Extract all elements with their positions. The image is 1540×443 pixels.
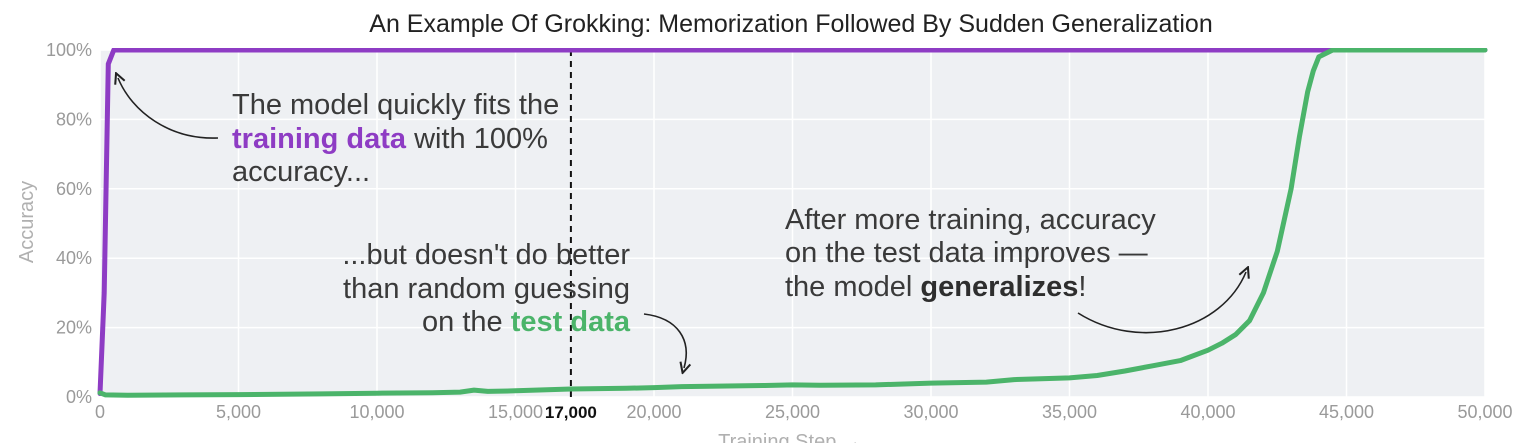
- annotation-general-pre: the model: [785, 271, 920, 303]
- y-tick-label: 60%: [56, 179, 92, 199]
- y-tick-label: 100%: [46, 40, 92, 60]
- y-tick-label: 40%: [56, 248, 92, 268]
- x-tick-label: 15,000: [488, 402, 543, 422]
- annotation-train-line1: The model quickly fits the: [232, 89, 559, 121]
- y-axis-ticks: 0% 20% 40% 60% 80% 100%: [46, 40, 92, 407]
- annotation-train-highlight: training data: [232, 123, 407, 155]
- x-axis-ticks: 0 5,000 10,000 15,000 20,000 25,000 30,000 35,0…: [95, 402, 1513, 422]
- x-tick-label: 40,000: [1180, 402, 1235, 422]
- annotation-train-line3: accuracy...: [232, 156, 370, 188]
- annotation-general-line3: the model generalizes!: [785, 271, 1086, 303]
- x-tick-label: 10,000: [349, 402, 404, 422]
- annotation-train-arrow: [118, 78, 219, 139]
- x-tick-label: 30,000: [903, 402, 958, 422]
- chart-title: An Example Of Grokking: Memorization Fol…: [369, 10, 1212, 38]
- annotation-test-highlight: test data: [511, 306, 631, 338]
- annotation-test-line3: on the test data: [422, 306, 631, 338]
- annotation-test-line2: than random guessing: [343, 273, 630, 305]
- annotation-train: The model quickly fits the: [232, 89, 559, 121]
- x-tick-label: 20,000: [626, 402, 681, 422]
- y-tick-label: 20%: [56, 318, 92, 338]
- annotation-test-line1: ...but doesn't do better: [342, 239, 630, 271]
- x-tick-label: 35,000: [1042, 402, 1097, 422]
- annotation-general-line1: After more training, accuracy: [785, 204, 1156, 236]
- x-tick-label: 50,000: [1457, 402, 1512, 422]
- x-tick-label: 5,000: [216, 402, 261, 422]
- series-line-train: [97, 48, 1488, 396]
- annotation-general-highlight: generalizes: [920, 271, 1078, 303]
- x-axis-label: Training Step →: [718, 431, 862, 443]
- x-tick-label: 0: [95, 402, 105, 422]
- annotation-train-line2: training data with 100%: [232, 123, 548, 155]
- x-tick-label: 45,000: [1319, 402, 1374, 422]
- annotation-test-arrow: [643, 313, 686, 368]
- x-tick-label: 25,000: [765, 402, 820, 422]
- annotation-test-pre: on the: [422, 306, 511, 338]
- series: [97, 48, 1488, 398]
- y-axis-label: Accuracy: [16, 181, 38, 263]
- annotation-general-line2: on the test data improves —: [785, 237, 1148, 269]
- annotation-general-post: !: [1078, 271, 1086, 303]
- y-tick-label: 0%: [66, 387, 92, 407]
- marker-label: 17,000: [545, 403, 597, 422]
- grid: [99, 49, 1486, 398]
- annotation-general-arrow: [1077, 272, 1246, 334]
- annotation-train-rest: with 100%: [406, 123, 548, 155]
- y-tick-label: 80%: [56, 109, 92, 129]
- series-line-test: [97, 48, 1488, 398]
